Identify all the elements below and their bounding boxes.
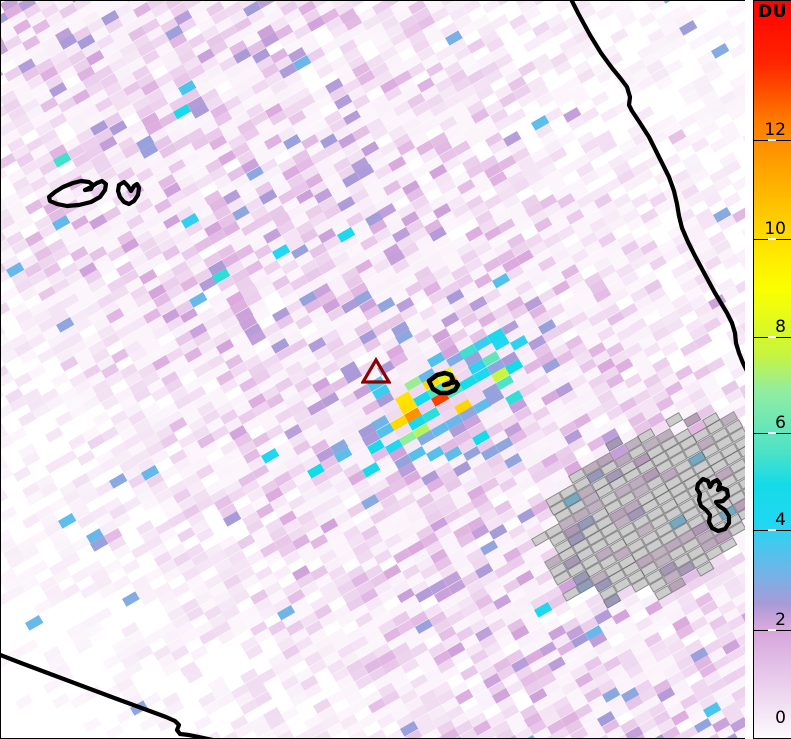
swath-pixel: [27, 364, 47, 380]
swath-pixel: [590, 91, 610, 107]
swath-pixel: [710, 42, 729, 59]
swath-pixel: [106, 724, 125, 738]
swath-pixel: [555, 1, 574, 14]
swath-pixel: [121, 559, 141, 575]
swath-pixel: [91, 410, 110, 427]
colorbar-tick-label: 12: [764, 120, 786, 140]
colorbar-tick-mark: [768, 529, 776, 531]
colorbar: 12 10 8 6 4 2 0 DU: [753, 0, 791, 739]
swath-pixel: [14, 693, 34, 710]
swath-pixel: [12, 466, 32, 483]
swath-pixel: [613, 98, 632, 115]
swath-pixel: [688, 3, 707, 20]
swath-pixel: [481, 1, 500, 14]
swath-pixel: [637, 12, 656, 28]
swath-pixel: [722, 191, 741, 208]
swath-pixel: [51, 693, 70, 710]
swath-pixel: [189, 644, 209, 661]
colorbar-tick-label: 4: [775, 510, 786, 530]
swath-pixel: [93, 606, 113, 623]
swath-pixel: [20, 638, 39, 655]
swath-pixel: [367, 729, 387, 738]
swath-pixel: [463, 1, 482, 15]
swath-pixel: [1, 505, 17, 522]
swath-pixel: [8, 427, 28, 443]
colorbar-tick-label: 2: [775, 610, 786, 630]
swath-pixel: [664, 58, 683, 75]
colorbar-left-rule: [753, 0, 754, 739]
swath-pixel: [558, 130, 577, 147]
swath-pixel: [740, 222, 745, 239]
swath-pixel: [490, 13, 509, 30]
map-data-layer: [1, 1, 745, 738]
swath-pixel: [83, 716, 102, 733]
swath-pixel: [1, 639, 2, 655]
colorbar-tick-label: 8: [775, 317, 786, 337]
swath-pixel: [202, 730, 221, 738]
map-panel: [0, 0, 745, 739]
swath-pixel: [741, 128, 745, 145]
swath-pixel: [50, 371, 69, 388]
swath-pixel: [143, 692, 162, 709]
swath-pixel: [1, 372, 14, 389]
colorbar-tick-label: 6: [775, 413, 786, 433]
swath-pixel: [24, 615, 44, 631]
swath-pixel: [654, 168, 673, 185]
colorbar-tick-label: 0: [775, 708, 786, 728]
swath-pixel: [646, 1, 666, 13]
swath-pixel: [58, 450, 78, 466]
swath-pixel: [507, 107, 527, 124]
swath-pixel: [30, 560, 49, 576]
swath-pixel: [663, 153, 682, 169]
swath-pixel: [77, 449, 96, 466]
colorbar-gradient: [753, 0, 791, 739]
swath-pixel: [193, 715, 212, 732]
colorbar-tick-label: 10: [764, 219, 786, 239]
swath-pixel: [544, 107, 563, 124]
swath-pixel: [609, 28, 629, 44]
swath-pixel: [645, 153, 664, 169]
swath-pixel: [62, 583, 81, 600]
colorbar-tick-mark: [768, 139, 776, 141]
swath-pixel: [1, 168, 8, 185]
colorbar-unit-label: DU: [758, 2, 787, 22]
swath-pixel: [83, 685, 103, 701]
colorbar-tick-mark: [768, 432, 776, 434]
colorbar-tick-mark: [768, 336, 776, 338]
swath-pixel: [581, 106, 600, 123]
colorbar-tick-mark: [768, 238, 776, 240]
swath-pixel: [273, 565, 292, 582]
colorbar-tick-mark: [768, 629, 776, 631]
swath-pixel: [184, 731, 203, 738]
swath-pixel: [112, 575, 131, 591]
swath-pixel: [45, 426, 64, 443]
swath-pixel: [728, 42, 745, 59]
swath-pixel: [732, 175, 745, 192]
swath-pixel: [280, 706, 300, 723]
swath-pixel: [1, 301, 11, 318]
swath-pixel: [1, 490, 8, 506]
swath-pixel: [636, 106, 655, 123]
